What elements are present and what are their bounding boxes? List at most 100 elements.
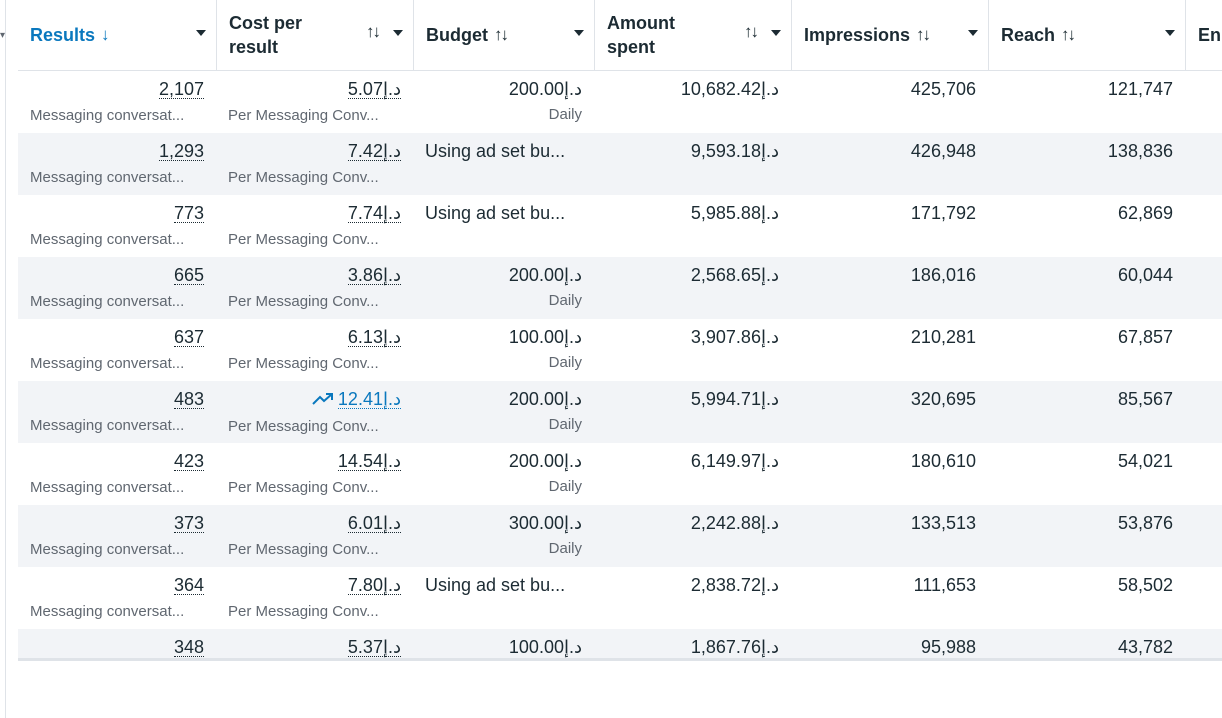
results-cell: 637 Messaging conversat...	[18, 319, 216, 381]
impressions-cell: 171,792	[791, 195, 988, 257]
table-row[interactable]: 773 Messaging conversat... 7.74د.إ Per M…	[18, 195, 1222, 257]
results-value[interactable]: 348	[173, 637, 204, 657]
budget-header-label[interactable]: Budget	[426, 25, 488, 45]
amount-spent-value: 3,907.86د.إ	[690, 327, 779, 347]
amount-spent-menu-caret-icon[interactable]	[771, 30, 781, 36]
cost-per-result-cell: 3.86د.إ Per Messaging Conv...	[216, 257, 413, 319]
cost-per-result-value[interactable]: 7.42د.إ	[347, 141, 401, 161]
impressions-value: 111,653	[913, 575, 976, 595]
impressions-header-label[interactable]: Impressions	[804, 25, 911, 45]
ends-cell	[1185, 505, 1222, 567]
amount-spent-value: 9,593.18د.إ	[690, 141, 779, 161]
results-cell: 2,107 Messaging conversat...	[18, 71, 216, 133]
table-row[interactable]: 637 Messaging conversat... 6.13د.إ Per M…	[18, 319, 1222, 381]
sort-both-icon[interactable]: ↑↓	[366, 22, 381, 41]
cost-per-result-value[interactable]: 5.07د.إ	[347, 79, 401, 99]
ends-cell	[1185, 133, 1222, 195]
cost-per-result-value[interactable]: 12.41د.إ	[337, 389, 401, 409]
sort-desc-icon[interactable]: ↓	[101, 25, 109, 44]
column-header-reach[interactable]: Reach ↑↓	[988, 0, 1185, 70]
amount-spent-header-label[interactable]: Amount spent	[607, 13, 675, 57]
cost-per-result-value[interactable]: 3.86د.إ	[347, 265, 401, 285]
sort-both-icon[interactable]: ↑↓	[1061, 25, 1076, 44]
column-header-cost-per-result[interactable]: Cost per result ↑↓	[216, 0, 413, 70]
collapsed-column-caret-icon[interactable]: ▾	[0, 30, 6, 41]
amount-spent-cell: 2,838.72د.إ	[594, 567, 791, 629]
cost-per-result-value[interactable]: 7.80د.إ	[347, 575, 401, 595]
results-value[interactable]: 665	[173, 265, 204, 285]
impressions-cell: 111,653	[791, 567, 988, 629]
reach-menu-caret-icon[interactable]	[1165, 30, 1175, 36]
empty-area-below-table	[6, 664, 1222, 718]
table-row[interactable]: 665 Messaging conversat... 3.86د.إ Per M…	[18, 257, 1222, 319]
results-cell: 373 Messaging conversat...	[18, 505, 216, 567]
results-value[interactable]: 364	[173, 575, 204, 595]
results-type: Messaging conversat...	[30, 293, 185, 310]
budget-cell: 200.00د.إ Daily	[413, 257, 594, 319]
sort-both-icon[interactable]: ↑↓	[744, 22, 759, 41]
cost-per-result-value[interactable]: 7.74د.إ	[347, 203, 401, 223]
reach-header-label[interactable]: Reach	[1001, 25, 1056, 45]
results-value[interactable]: 373	[173, 513, 204, 533]
budget-cell: 300.00د.إ Daily	[413, 505, 594, 567]
cost-per-result-value[interactable]: 6.13د.إ	[347, 327, 401, 347]
impressions-value: 426,948	[910, 141, 976, 161]
column-header-amount-spent[interactable]: Amount spent ↑↓	[594, 0, 791, 70]
table-body: 2,107 Messaging conversat... 5.07د.إ Per…	[18, 71, 1222, 661]
results-header-label[interactable]: Results	[30, 25, 96, 45]
table-row[interactable]: 423 Messaging conversat... 14.54د.إ Per …	[18, 443, 1222, 505]
reach-value: 138,836	[1107, 141, 1173, 161]
results-value[interactable]: 423	[173, 451, 204, 471]
column-header-budget[interactable]: Budget ↑↓	[413, 0, 594, 70]
results-cell: 483 Messaging conversat...	[18, 381, 216, 443]
cost-per-result-cell: 5.07د.إ Per Messaging Conv...	[216, 71, 413, 133]
results-value[interactable]: 2,107	[158, 79, 204, 99]
table-row[interactable]: 2,107 Messaging conversat... 5.07د.إ Per…	[18, 71, 1222, 133]
cost-per-result-type: Per Messaging Conv...	[228, 231, 379, 248]
ends-header-label[interactable]: En	[1198, 25, 1222, 45]
cost-per-result-value[interactable]: 14.54د.إ	[337, 451, 401, 471]
amount-spent-value: 5,985.88د.إ	[690, 203, 779, 223]
results-type: Messaging conversat...	[30, 603, 185, 620]
table-row[interactable]: 348 5.37د.إ 100.00د.إ 1,867.76د.إ 95,988…	[18, 629, 1222, 661]
campaign-table: Results ↓ Cost per result ↑↓ Budget ↑↓ A…	[18, 0, 1222, 661]
budget-menu-caret-icon[interactable]	[574, 30, 584, 36]
column-header-impressions[interactable]: Impressions ↑↓	[791, 0, 988, 70]
reach-value: 43,782	[1117, 637, 1173, 657]
results-menu-caret-icon[interactable]	[196, 30, 206, 36]
results-value[interactable]: 773	[173, 203, 204, 223]
table-row[interactable]: 1,293 Messaging conversat... 7.42د.إ Per…	[18, 133, 1222, 195]
budget-cell: 200.00د.إ Daily	[413, 71, 594, 133]
ends-cell	[1185, 71, 1222, 133]
budget-period: Daily	[548, 354, 582, 371]
results-type: Messaging conversat...	[30, 479, 185, 496]
reach-cell: 67,857	[988, 319, 1185, 381]
table-row[interactable]: 364 Messaging conversat... 7.80د.إ Per M…	[18, 567, 1222, 629]
results-value[interactable]: 1,293	[158, 141, 204, 161]
column-header-results[interactable]: Results ↓	[18, 0, 216, 70]
budget-value: 200.00د.إ	[508, 265, 582, 285]
reach-cell: 85,567	[988, 381, 1185, 443]
ends-cell	[1185, 629, 1222, 658]
impressions-menu-caret-icon[interactable]	[968, 30, 978, 36]
results-cell: 773 Messaging conversat...	[18, 195, 216, 257]
cost-per-result-type: Per Messaging Conv...	[228, 107, 379, 124]
impressions-value: 320,695	[910, 389, 976, 409]
results-value[interactable]: 637	[173, 327, 204, 347]
cost-per-result-value[interactable]: 5.37د.إ	[347, 637, 401, 657]
impressions-value: 180,610	[910, 451, 976, 471]
cost-per-result-header-label[interactable]: Cost per result	[229, 13, 303, 57]
budget-cell: 200.00د.إ Daily	[413, 443, 594, 505]
table-row[interactable]: 373 Messaging conversat... 6.01د.إ Per M…	[18, 505, 1222, 567]
reach-cell: 62,869	[988, 195, 1185, 257]
sort-both-icon[interactable]: ↑↓	[916, 25, 931, 44]
sort-both-icon[interactable]: ↑↓	[494, 25, 509, 44]
table-row[interactable]: 483 Messaging conversat... 12.41د.إ Per …	[18, 381, 1222, 443]
cost-per-result-menu-caret-icon[interactable]	[393, 30, 403, 36]
trend-up-icon[interactable]	[312, 390, 334, 411]
results-value[interactable]: 483	[173, 389, 204, 409]
cost-per-result-value[interactable]: 6.01د.إ	[347, 513, 401, 533]
impressions-value: 171,792	[910, 203, 976, 223]
budget-value: 200.00د.إ	[508, 451, 582, 471]
column-header-ends[interactable]: En	[1185, 0, 1222, 70]
